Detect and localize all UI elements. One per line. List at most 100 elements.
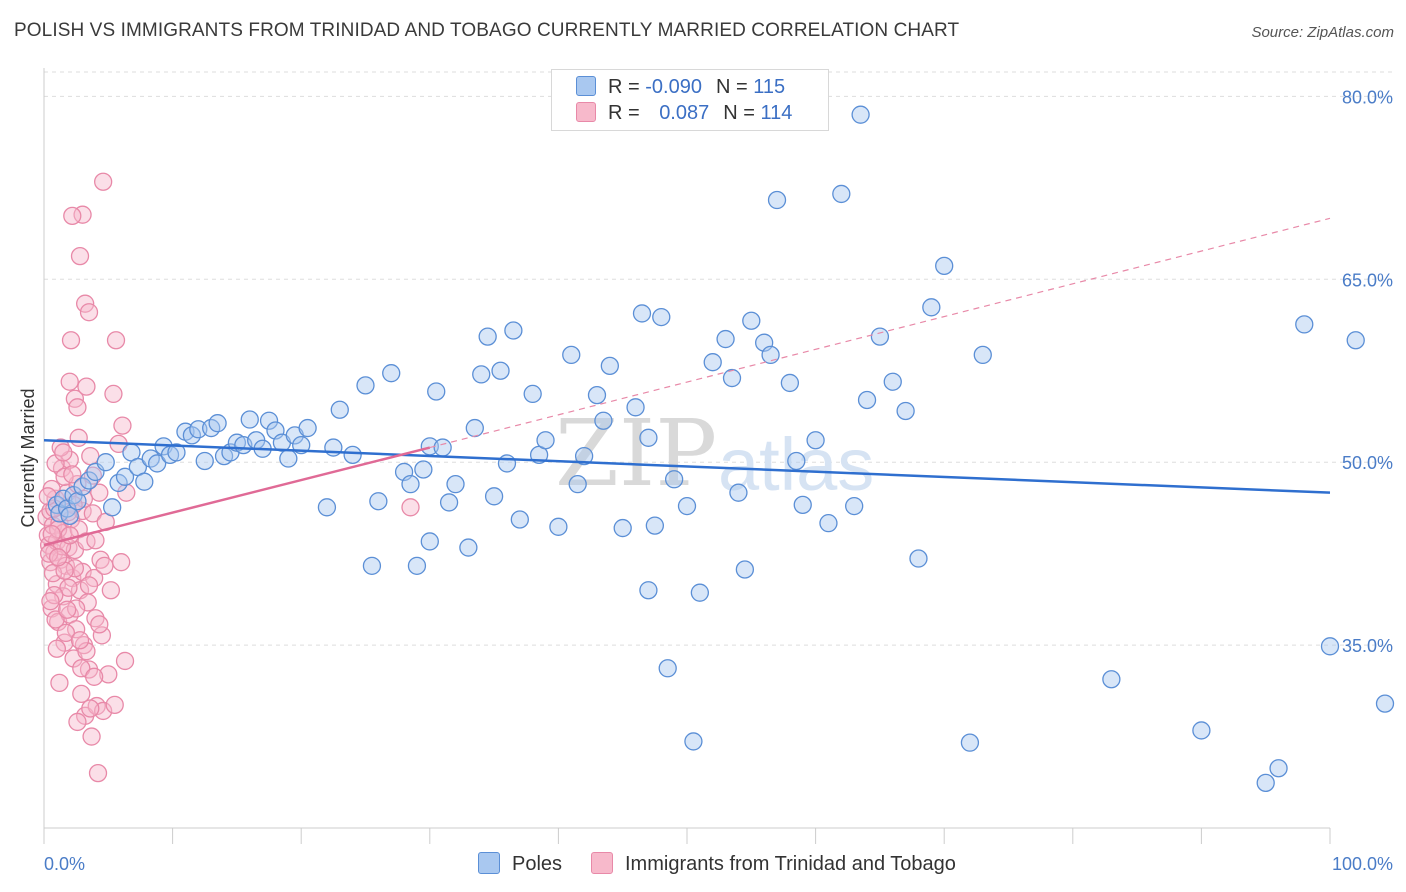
poles-point [465, 418, 484, 438]
poles-point [857, 390, 877, 410]
poles-legend-label: Poles [512, 853, 563, 875]
poles-point [722, 368, 742, 388]
poles-point [135, 472, 154, 491]
poles-point [632, 304, 652, 323]
poles-point [279, 449, 298, 468]
poles-point [472, 365, 491, 384]
trinidad-point [63, 206, 82, 226]
legend-r-label: R = [608, 76, 646, 98]
trinidad-point [68, 398, 87, 417]
chart-title: POLISH VS IMMIGRANTS FROM TRINIDAD AND T… [14, 20, 960, 41]
poles-point [935, 256, 954, 276]
poles-point [851, 105, 870, 124]
poles-point [459, 538, 478, 557]
poles-point [645, 516, 664, 535]
poles-point [148, 454, 167, 473]
poles-point [703, 353, 722, 372]
stats-legend: R = -0.090 N = 115 R = 0.087 N = 114 [551, 69, 829, 131]
poles-point [832, 184, 851, 204]
poles-point [208, 414, 227, 433]
trinidad-point [59, 578, 78, 597]
poles-point [478, 327, 497, 346]
trinidad-point [70, 631, 90, 650]
trinidad-point [47, 639, 67, 658]
trinidad-trend-line [43, 446, 431, 547]
poles-point [896, 401, 915, 421]
legend-trinidad: Immigrants from Trinidad and Tobago [591, 852, 956, 876]
poles-point [491, 361, 510, 380]
poles-point [780, 373, 800, 393]
trinidad-point [99, 665, 118, 684]
poles-point [259, 411, 279, 430]
trinidad-swatch [576, 102, 596, 122]
poles-point [568, 474, 587, 494]
trinidad-point [113, 416, 132, 435]
poles-point [562, 345, 581, 365]
trinidad-point [41, 592, 60, 611]
poles-point [652, 307, 671, 327]
poles-point [439, 493, 459, 512]
poles-point [510, 510, 529, 529]
trinidad-point [61, 331, 81, 350]
poles-point [549, 517, 568, 536]
trinidad-point [72, 684, 91, 704]
watermark: ZIP atlas [555, 400, 874, 507]
legend-row-trinidad: R = 0.087 N = 114 [576, 102, 792, 126]
legend-r-value: -0.090 [645, 76, 702, 98]
trinidad-point [79, 576, 99, 595]
trinidad-legend-swatch [591, 852, 613, 874]
legend-n-value: 115 [753, 76, 786, 98]
poles-point [414, 460, 433, 479]
y-tick-label: 35.0% [1342, 636, 1393, 656]
trinidad-point [101, 581, 121, 600]
poles-point [729, 483, 748, 502]
poles-swatch [576, 76, 596, 96]
poles-point [115, 467, 135, 486]
trinidad-point [77, 642, 96, 661]
watermark-atlas: atlas [718, 423, 874, 506]
poles-point [420, 532, 439, 551]
poles-point [484, 487, 504, 506]
poles-point [1256, 773, 1275, 793]
poles-point [427, 382, 446, 401]
poles-point [1320, 637, 1340, 656]
poles-point [356, 376, 375, 395]
poles-point [240, 410, 259, 429]
trinidad-point [90, 615, 109, 634]
poles-point [317, 498, 337, 517]
y-tick-label: 65.0% [1342, 270, 1393, 290]
poles-point [664, 470, 684, 489]
poles-point [298, 418, 317, 438]
poles-point [536, 431, 555, 450]
legend-n-label: N = [715, 76, 754, 98]
poles-point [909, 549, 928, 568]
legend-r-label: R = [608, 102, 646, 124]
poles-point [60, 506, 79, 525]
poles-point [767, 190, 787, 210]
trinidad-trend-extension [429, 217, 1331, 449]
poles-point [382, 364, 401, 383]
poles-point [362, 556, 382, 575]
trinidad-point [94, 172, 113, 191]
poles-point [870, 327, 890, 346]
poles-point [626, 398, 645, 417]
poles-point [167, 443, 186, 462]
trinidad-point [72, 659, 91, 678]
poles-point [523, 384, 542, 404]
poles-point [639, 428, 658, 447]
poles-point [433, 438, 452, 457]
poles-point [407, 556, 427, 575]
watermark-zip: ZIP [555, 400, 717, 507]
poles-point [1192, 721, 1211, 740]
poles-point [613, 518, 632, 538]
trinidad-point [79, 303, 99, 322]
trinidad-point [92, 626, 112, 645]
trinidad-point [81, 446, 100, 466]
trinidad-point [112, 553, 131, 572]
poles-point [735, 560, 755, 579]
trinidad-point [82, 727, 101, 746]
trinidad-point [67, 620, 86, 639]
trinidad-point [48, 548, 68, 567]
poles-point [600, 356, 619, 376]
poles-point [497, 454, 517, 473]
